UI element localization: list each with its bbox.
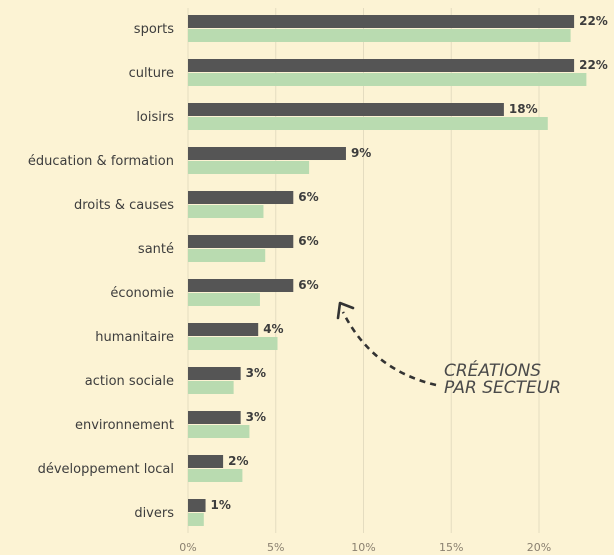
category-label-education-formation: éducation & formation (28, 154, 174, 169)
arrow-head (336, 301, 355, 320)
bar-dark-loisirs (188, 103, 504, 116)
bar-dark-economie (188, 279, 294, 292)
bar-light-education-formation (188, 161, 310, 174)
bars (188, 15, 587, 526)
category-label-sports: sports (134, 22, 174, 37)
value-label-divers: 1% (211, 498, 231, 512)
bar-light-droits-causes (188, 205, 264, 218)
category-label-loisirs: loisirs (136, 110, 174, 125)
value-label-education-formation: 9% (351, 146, 371, 160)
bar-dark-sante (188, 235, 294, 248)
value-label-sports: 22% (579, 14, 608, 28)
bar-light-sports (188, 29, 571, 42)
value-label-sante: 6% (298, 234, 318, 248)
bar-dark-divers (188, 499, 206, 512)
x-tick-label: 15% (439, 541, 463, 554)
value-label-loisirs: 18% (509, 102, 538, 116)
bar-dark-droits-causes (188, 191, 294, 204)
value-label-culture: 22% (579, 58, 608, 72)
bar-light-economie (188, 293, 260, 306)
value-label-droits-causes: 6% (298, 190, 318, 204)
x-tick-label: 20% (527, 541, 551, 554)
category-label-environnement: environnement (75, 418, 174, 433)
category-label-divers: divers (134, 506, 174, 521)
value-label-developpement-local: 2% (228, 454, 248, 468)
x-tick-label: 5% (267, 541, 284, 554)
value-label-economie: 6% (298, 278, 318, 292)
bar-dark-action-sociale (188, 367, 241, 380)
x-tick-label: 10% (351, 541, 375, 554)
value-label-environnement: 3% (246, 410, 266, 424)
bar-dark-developpement-local (188, 455, 224, 468)
bar-dark-education-formation (188, 147, 346, 160)
labels: sports 22% culture 22% loisirs 18% éducation &… (28, 14, 608, 521)
bar-light-sante (188, 249, 266, 262)
bar-light-divers (188, 513, 204, 526)
category-label-humanitaire: humanitaire (95, 330, 174, 345)
bar-light-culture (188, 73, 587, 86)
bar-light-loisirs (188, 117, 548, 130)
bar-dark-humanitaire (188, 323, 259, 336)
gridlines (187, 8, 540, 533)
category-label-action-sociale: action sociale (85, 374, 174, 389)
x-tick-label: 0% (179, 541, 196, 554)
bar-dark-sports (188, 15, 575, 28)
bar-dark-culture (188, 59, 575, 72)
bar-light-environnement (188, 425, 250, 438)
category-label-sante: santé (138, 242, 174, 257)
x-axis-ticks: 0% 5% 10% 15% 20% (179, 541, 551, 554)
bar-light-humanitaire (188, 337, 278, 350)
annotation-line-2: PAR SECTEUR (444, 378, 561, 398)
annotation: CRÉATIONS PAR SECTEUR (336, 301, 561, 398)
curved-arrow (341, 311, 437, 387)
value-label-humanitaire: 4% (263, 322, 283, 336)
bar-light-developpement-local (188, 469, 243, 482)
category-label-culture: culture (129, 66, 174, 81)
category-label-droits-causes: droits & causes (74, 198, 174, 213)
category-label-developpement-local: développement local (38, 462, 174, 477)
category-label-economie: économie (110, 286, 174, 301)
annotation-line-1: CRÉATIONS (444, 359, 541, 381)
bar-dark-environnement (188, 411, 241, 424)
bar-light-action-sociale (188, 381, 234, 394)
value-label-action-sociale: 3% (246, 366, 266, 380)
